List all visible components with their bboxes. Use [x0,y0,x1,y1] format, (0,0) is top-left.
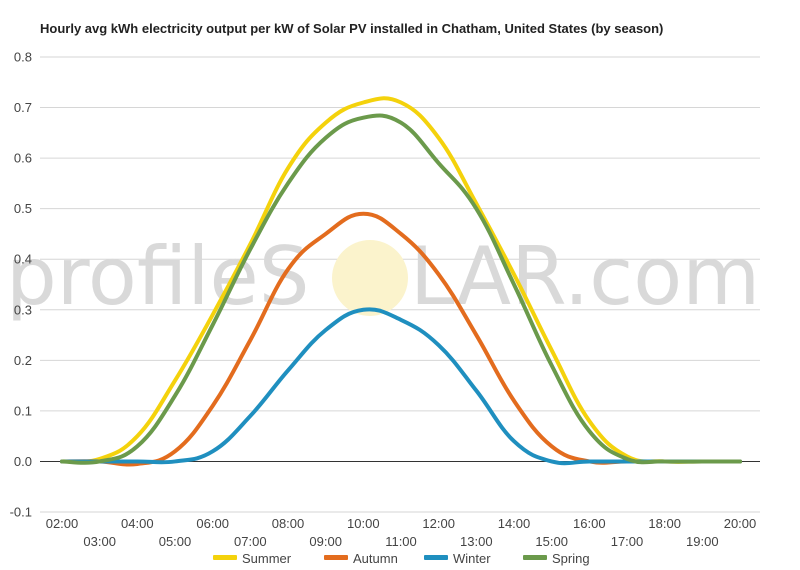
x-tick-label: 04:00 [121,516,154,531]
x-tick-label: 11:00 [385,534,417,549]
y-tick-label: 0.0 [14,454,32,469]
watermark: profileS LAR.com [6,230,760,323]
y-tick-label: 0.4 [14,252,32,267]
x-axis: 02:00 03:00 04:00 05:00 06:00 07:00 08:00 09:00… [46,516,757,549]
x-tick-label: 15:00 [535,534,568,549]
x-tick-label: 20:00 [724,516,757,531]
legend-label-winter[interactable]: Winter [453,551,491,566]
y-tick-label: -0.1 [10,505,32,520]
x-tick-label: 09:00 [309,534,342,549]
watermark-sun-icon [332,240,408,316]
x-tick-label: 14:00 [498,516,531,531]
legend-swatch-spring[interactable] [523,555,547,560]
watermark-text-left: profileS [6,230,309,323]
chart-title: Hourly avg kWh electricity output per kW… [40,21,663,36]
legend-label-autumn[interactable]: Autumn [353,551,398,566]
series-lines [60,96,742,467]
y-tick-label: 0.2 [14,353,32,368]
y-tick-label: 0.6 [14,151,32,166]
x-tick-label: 19:00 [686,534,719,549]
legend-swatch-winter[interactable] [424,555,448,560]
y-axis: 0.8 0.7 0.6 0.5 0.4 0.3 0.2 0.1 0.0 -0.1 [10,50,32,520]
legend: Summer Autumn Winter Spring [213,551,590,566]
y-tick-label: 0.3 [14,302,32,317]
x-tick-label: 07:00 [234,534,267,549]
legend-swatch-autumn[interactable] [324,555,348,560]
y-tick-label: 0.5 [14,201,32,216]
legend-swatch-summer[interactable] [213,555,237,560]
x-tick-label: 10:00 [347,516,380,531]
x-tick-label: 06:00 [196,516,229,531]
watermark-text-right: LAR.com [410,230,760,323]
x-tick-label: 03:00 [83,534,116,549]
legend-label-spring[interactable]: Spring [552,551,590,566]
series-line-spring [60,113,742,465]
x-tick-label: 05:00 [159,534,192,549]
x-tick-label: 12:00 [422,516,455,531]
x-tick-label: 13:00 [460,534,493,549]
y-tick-label: 0.1 [14,403,32,418]
series-line-winter [60,307,742,466]
x-tick-label: 02:00 [46,516,79,531]
x-tick-label: 17:00 [611,534,644,549]
x-tick-label: 18:00 [648,516,681,531]
x-tick-label: 08:00 [272,516,305,531]
y-tick-label: 0.8 [14,50,32,65]
y-tick-label: 0.7 [14,100,32,115]
x-tick-label: 16:00 [573,516,606,531]
series-line-summer [60,96,742,464]
legend-label-summer[interactable]: Summer [242,551,292,566]
